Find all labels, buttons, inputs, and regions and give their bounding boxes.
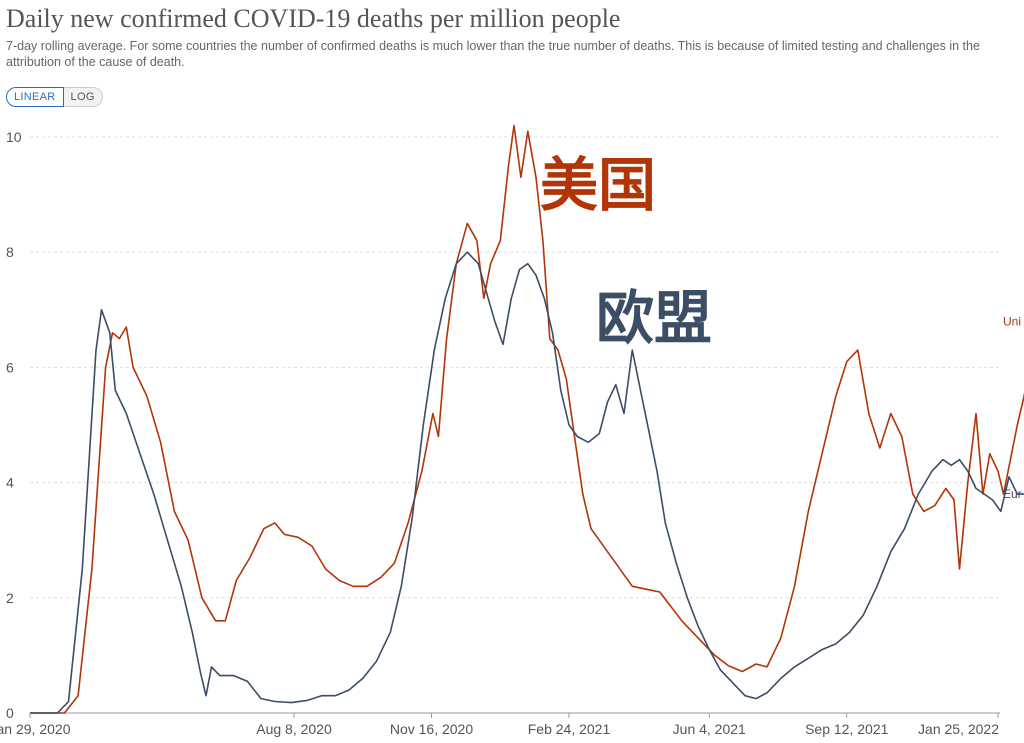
x-tick-label: Feb 24, 2021 [528,721,611,737]
series-lines [30,124,1024,714]
x-tick-label: Jan 25, 2022 [918,721,999,737]
y-tick-label: 10 [6,129,22,145]
linear-scale-button[interactable]: LINEAR [6,87,64,107]
x-tick-label: Sep 12, 2021 [805,721,889,737]
series-end-labels: Uni Eur [1003,314,1022,501]
x-tick-label: Aug 8, 2020 [256,721,332,737]
x-tick-label: Nov 16, 2020 [390,721,473,737]
log-scale-button[interactable]: LOG [63,87,103,107]
grid-lines [30,136,1000,599]
series-line-european-union [30,251,1024,714]
y-axis-ticks: 0 2 4 6 8 10 [6,129,22,721]
us-annotation: 美国 [540,151,656,219]
x-tick-label: Jun 4, 2021 [673,721,746,737]
y-tick-label: 8 [6,244,14,260]
scale-toggle: LINEAR LOG [6,87,103,107]
chart-subtitle: 7-day rolling average. For some countrie… [6,39,980,69]
y-tick-label: 4 [6,475,14,491]
y-tick-label: 0 [6,705,14,721]
series-end-label: Eur [1003,487,1022,501]
x-axis-ticks: Jan 29, 2020 Aug 8, 2020 Nov 16, 2020 Feb 2… [0,713,999,737]
y-tick-label: 2 [6,590,14,606]
y-tick-label: 6 [6,359,14,375]
series-line-united-states [30,124,1024,714]
x-tick-label: Jan 29, 2020 [0,721,71,737]
series-end-label: Uni [1003,314,1021,328]
eu-annotation: 欧盟 [596,284,712,352]
chart-title: Daily new confirmed COVID-19 deaths per … [6,4,621,33]
